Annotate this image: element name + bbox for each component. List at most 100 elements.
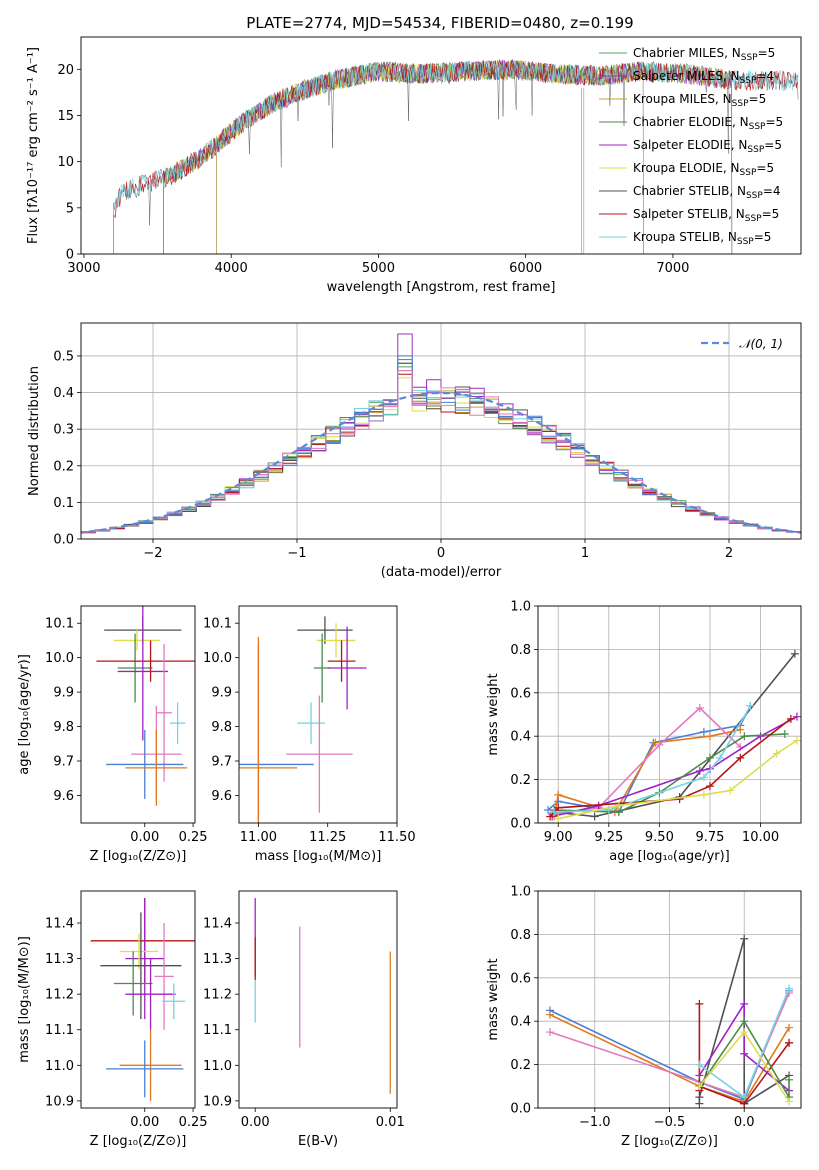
mass-weight-marker	[695, 1060, 704, 1069]
x-tick-label: 11.00	[240, 830, 277, 845]
age-vs-mass-xlabel: mass [log₁₀(M/M⊙)]	[255, 849, 382, 864]
y-tick-label: 10	[57, 155, 74, 170]
x-tick-label: 0.00	[241, 1115, 270, 1130]
x-tick-label: −0.5	[654, 1115, 686, 1130]
legend-name: Chabrier MILES, N	[633, 46, 741, 60]
y-tick-label: 11.1	[45, 1023, 74, 1038]
spectrum-series-line	[113, 60, 799, 254]
hist-legend: 𝒩(0, 1)	[701, 337, 783, 351]
mw-vs-Z-lines	[545, 934, 794, 1108]
mass-weight-marker	[705, 782, 714, 791]
mass-weight-marker	[695, 1071, 704, 1080]
mass-vs-EBV-xlabel: E(B-V)	[298, 1134, 338, 1149]
x-tick-label: 0.01	[376, 1115, 405, 1130]
spectrum-series-line	[113, 60, 799, 254]
y-tick-label: 0.4	[510, 1015, 531, 1030]
mass-vs-Z-points	[90, 898, 195, 1101]
spectrum-frame	[80, 36, 802, 255]
y-tick-label: 9.6	[53, 789, 74, 804]
legend-suffix: =5	[754, 230, 772, 244]
mass-weight-marker	[705, 764, 714, 773]
x-tick-label: 0.25	[179, 830, 208, 845]
legend-sub: SSP	[746, 191, 763, 201]
legend-suffix: =5	[762, 207, 780, 221]
legend-suffix: =4	[763, 184, 781, 198]
mass-vs-EBV-frame	[238, 890, 398, 1109]
spectrum-series-line	[163, 60, 733, 254]
mass-vs-Z-xlabel: Z [log₁₀(Z/Z⊙)]	[90, 1134, 187, 1149]
mw-vs-age-lines	[544, 649, 801, 823]
mass-weight-marker	[716, 753, 725, 762]
mass-weight-marker	[554, 814, 563, 823]
y-tick-label: 0.0	[510, 1102, 531, 1117]
mass-weight-marker	[554, 790, 563, 799]
y-tick-label: 0.4	[53, 386, 74, 401]
x-tick-label: 5000	[362, 261, 395, 276]
spectrum-series-line	[113, 58, 799, 254]
mass-weight-line	[549, 718, 792, 818]
legend-label: Chabrier STELIB, NSSP=4	[633, 184, 781, 201]
mass-vs-Z-frame	[80, 890, 196, 1109]
y-tick-label: 0.5	[53, 349, 74, 364]
x-tick-label: −1	[287, 546, 306, 561]
legend-label: Kroupa MILES, NSSP=5	[633, 92, 766, 109]
legend-suffix: =5	[749, 92, 767, 106]
mass-weight-marker	[705, 753, 714, 762]
mass-weight-marker	[780, 730, 789, 739]
mass-weight-marker	[746, 701, 755, 710]
mass-weight-marker	[740, 1093, 749, 1102]
mw-vs-age-frame	[537, 605, 802, 824]
y-tick-label: 10.0	[203, 651, 232, 666]
hist-series-step	[81, 370, 801, 535]
legend-name: Kroupa STELIB, N	[633, 230, 737, 244]
y-tick-label: 11.2	[203, 988, 232, 1003]
spectrum-lines	[113, 58, 799, 254]
mass-weight-marker	[546, 812, 555, 821]
x-tick-label: 11.25	[309, 830, 346, 845]
x-tick-label: 7000	[656, 261, 689, 276]
x-tick-label: 9.50	[645, 830, 674, 845]
x-tick-label: 9.00	[544, 830, 573, 845]
x-tick-label: 9.75	[695, 830, 724, 845]
mass-weight-marker	[695, 703, 704, 712]
y-tick-label: 11.4	[203, 917, 232, 932]
y-tick-label: 11.2	[45, 988, 74, 1003]
mass-weight-marker	[740, 999, 749, 1008]
y-tick-label: 1.0	[510, 600, 531, 615]
legend-label: Salpeter ELODIE, NSSP=5	[633, 138, 782, 155]
legend-suffix: =5	[765, 115, 783, 129]
legend-label: Salpeter MILES, NSSP=4	[633, 69, 774, 86]
mass-weight-line	[549, 992, 790, 1099]
y-tick-label: 11.1	[203, 1023, 232, 1038]
mass-weight-marker	[699, 773, 708, 782]
legend-sub: SSP	[745, 214, 762, 224]
mass-weight-marker	[726, 786, 735, 795]
mass-weight-marker	[785, 1038, 794, 1047]
x-tick-label: 2	[725, 546, 733, 561]
x-tick-label: 0	[437, 546, 445, 561]
mass-weight-marker	[736, 753, 745, 762]
age-vs-Z-xlabel: Z [log₁₀(Z/Z⊙)]	[90, 849, 187, 864]
y-tick-label: 20	[57, 63, 74, 78]
mass-weight-marker	[736, 725, 745, 734]
y-tick-label: 0.2	[510, 773, 531, 788]
mass-vs-Z-ylabel: mass [log₁₀(M/M⊙)]	[17, 936, 32, 1063]
spectrum-series-line	[163, 59, 733, 254]
figure-title: PLATE=2774, MJD=54534, FIBERID=0480, z=0…	[246, 14, 633, 32]
mass-weight-marker	[740, 732, 749, 741]
y-tick-label: 11.0	[203, 1059, 232, 1074]
mass-weight-marker	[785, 1097, 794, 1106]
x-tick-label: 3000	[67, 261, 100, 276]
y-tick-label: 9.7	[53, 755, 74, 770]
mass-weight-marker	[785, 984, 794, 993]
spectrum-ylabel: Flux [fλ10⁻¹⁷ erg cm⁻² s⁻¹ A⁻¹]	[26, 47, 41, 244]
mw-vs-Z-ylabel: mass weight	[486, 958, 501, 1040]
mass-vs-EBV-axes: 0.00 0.01 10.9 11.0 11.1 11.2 11.3 11.4	[203, 917, 405, 1130]
y-tick-label: 9.9	[211, 686, 232, 701]
mass-weight-marker	[554, 803, 563, 812]
y-tick-label: 10.9	[203, 1094, 232, 1109]
y-tick-label: 0.6	[510, 686, 531, 701]
mw-vs-Z-xlabel: Z [log₁₀(Z/Z⊙)]	[621, 1134, 718, 1149]
legend-label: Kroupa STELIB, NSSP=5	[633, 230, 771, 247]
